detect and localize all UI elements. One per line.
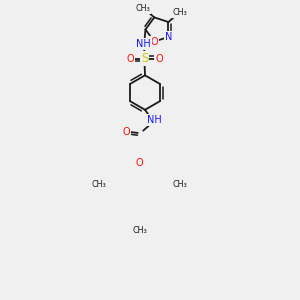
Text: O: O	[155, 53, 163, 64]
Text: O: O	[136, 158, 143, 168]
Text: S: S	[141, 52, 148, 65]
Text: CH₃: CH₃	[136, 4, 150, 13]
Text: N: N	[165, 32, 172, 42]
Text: O: O	[150, 37, 158, 46]
Text: CH₃: CH₃	[92, 180, 106, 189]
Text: CH₃: CH₃	[132, 226, 147, 235]
Text: CH₃: CH₃	[172, 8, 187, 17]
Text: O: O	[126, 53, 134, 64]
Text: NH: NH	[136, 39, 151, 49]
Text: CH₃: CH₃	[172, 180, 188, 189]
Text: NH: NH	[147, 115, 161, 125]
Text: O: O	[122, 127, 130, 137]
